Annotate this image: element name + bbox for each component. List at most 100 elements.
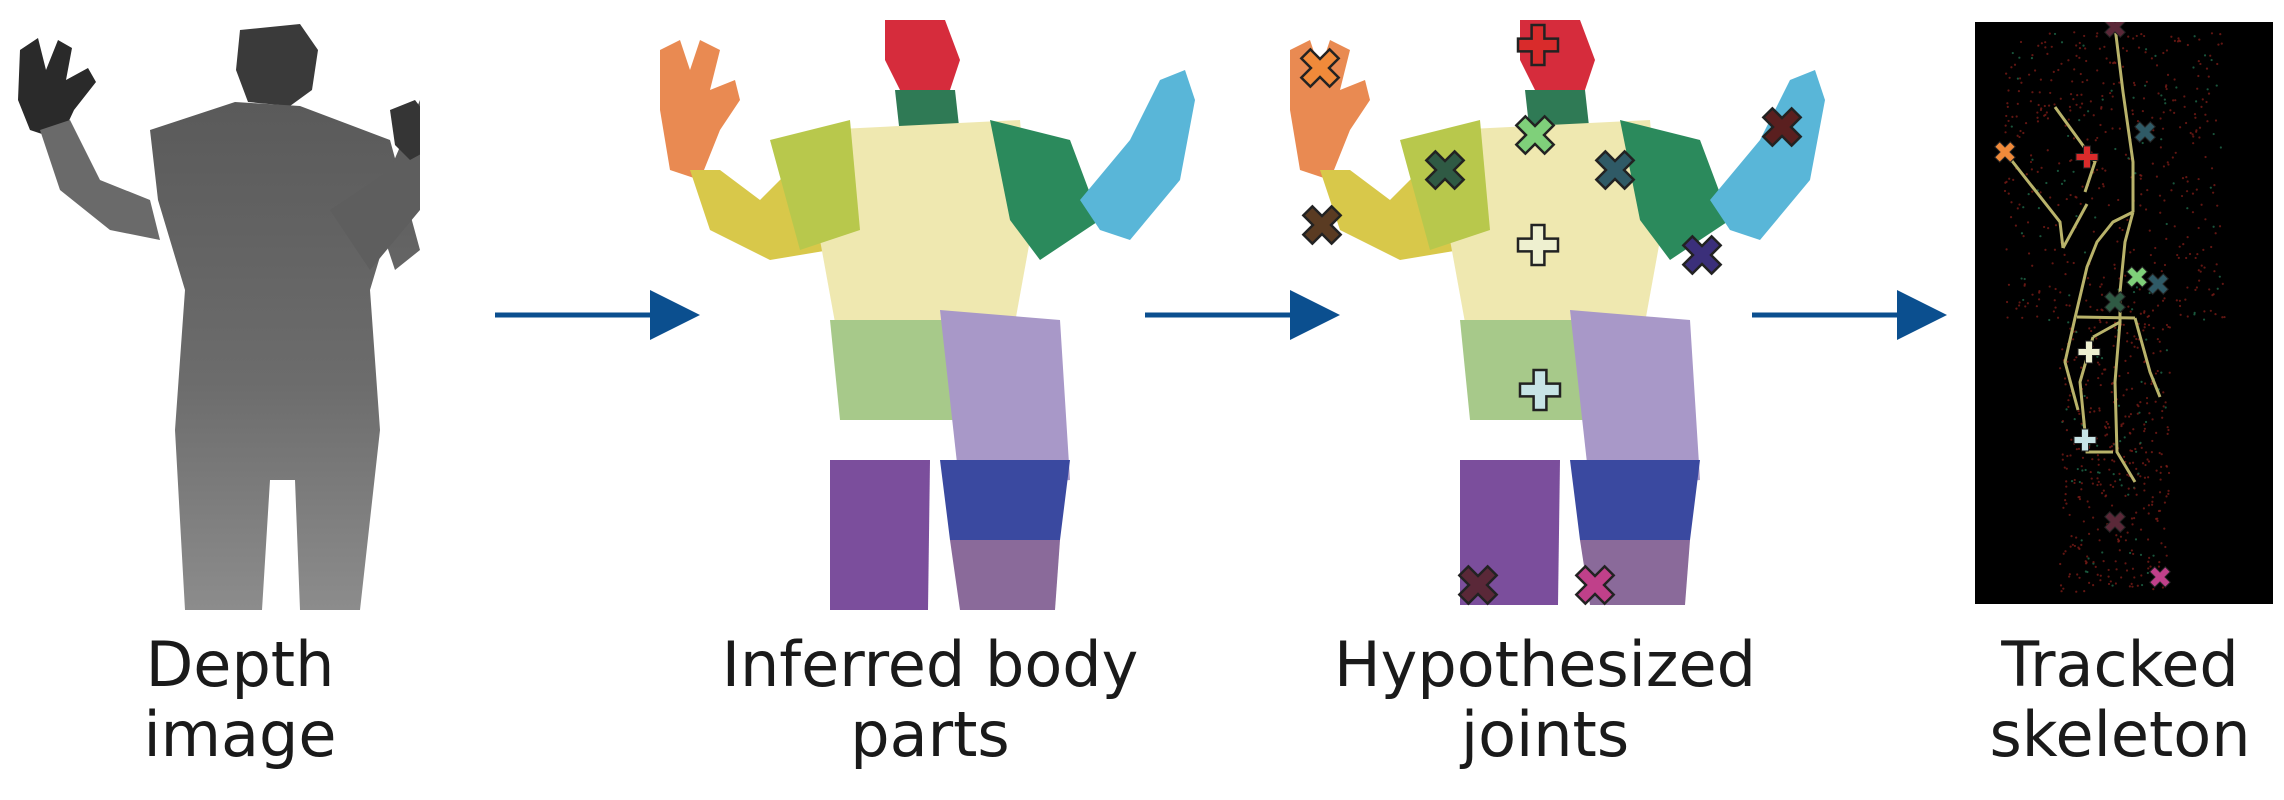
point-cloud-dot — [2072, 261, 2075, 265]
point-cloud-dot — [2165, 222, 2168, 226]
point-cloud-dot — [2137, 472, 2140, 475]
point-cloud-dot — [2158, 561, 2161, 564]
point-cloud-dot — [2037, 298, 2041, 301]
point-cloud-dot — [2186, 286, 2189, 289]
skeleton-shoulder-left-marker — [2104, 291, 2126, 313]
point-cloud-dot — [2112, 82, 2115, 85]
point-cloud-dot — [2036, 111, 2039, 114]
point-cloud-dot — [2078, 495, 2081, 499]
point-cloud-dot — [2111, 95, 2114, 98]
caption-hypothesized-joints: Hypothesized joints — [1320, 630, 1770, 770]
point-cloud-dot — [2131, 109, 2134, 112]
point-cloud-dot — [2016, 207, 2019, 210]
point-cloud-dot — [2129, 310, 2132, 313]
point-cloud-dot — [2106, 422, 2110, 426]
point-cloud-dot — [2175, 299, 2178, 302]
point-cloud-dot — [2179, 313, 2182, 316]
point-cloud-dot — [2135, 450, 2138, 453]
point-cloud-dot — [2155, 64, 2159, 67]
point-cloud-dot — [2096, 361, 2100, 364]
point-cloud-dot — [2097, 463, 2100, 466]
point-cloud-dot — [2147, 560, 2150, 563]
point-cloud-dot — [2059, 291, 2062, 294]
point-cloud-dot — [2065, 197, 2068, 201]
point-cloud-dot — [2087, 110, 2090, 113]
point-cloud-dot — [2139, 528, 2143, 531]
point-cloud-dot — [2085, 561, 2088, 564]
hand-left-joint-marker — [1299, 47, 1341, 89]
point-cloud-dot — [2182, 243, 2185, 246]
point-cloud-dot — [2165, 349, 2169, 352]
point-cloud-dot — [2062, 506, 2065, 509]
point-cloud-dot — [2052, 310, 2055, 313]
point-cloud-dot — [2043, 104, 2046, 108]
point-cloud-dot — [2044, 46, 2047, 49]
point-cloud-dot — [2111, 584, 2114, 587]
point-cloud-dot — [2081, 185, 2084, 188]
point-cloud-dot — [2114, 560, 2117, 563]
point-cloud-dot — [2167, 489, 2170, 492]
point-cloud-dot — [2010, 201, 2013, 204]
point-cloud-dot — [2068, 304, 2071, 307]
point-cloud-dot — [2067, 134, 2070, 138]
point-cloud-dot — [2206, 120, 2209, 123]
point-cloud-dot — [2136, 346, 2139, 349]
point-cloud-dot — [2101, 309, 2104, 312]
point-cloud-dot — [2109, 580, 2112, 583]
point-cloud-dot — [2176, 253, 2179, 257]
point-cloud-dot — [2046, 149, 2049, 152]
point-cloud-dot — [2205, 67, 2209, 70]
point-cloud-dot — [2111, 459, 2114, 462]
point-cloud-dot — [2015, 115, 2018, 118]
point-cloud-dot — [2184, 121, 2188, 125]
point-cloud-dot — [2155, 431, 2158, 434]
point-cloud-dot — [2152, 587, 2155, 591]
point-cloud-dot — [2050, 45, 2053, 48]
point-cloud-dot — [2138, 411, 2141, 414]
point-cloud-dot — [2185, 190, 2189, 193]
point-cloud-dot — [2156, 338, 2159, 341]
point-cloud-dot — [2020, 81, 2023, 84]
point-cloud-dot — [2104, 426, 2108, 430]
point-cloud-dot — [2132, 552, 2135, 556]
point-cloud-dot — [2071, 80, 2074, 83]
skeleton-shoulder-right-marker — [2147, 273, 2169, 295]
point-cloud-dot — [2104, 494, 2108, 497]
caption-line: joints — [1460, 698, 1630, 771]
point-cloud-dot — [2097, 376, 2100, 380]
point-cloud-dot — [2127, 487, 2130, 490]
point-cloud-dot — [2140, 446, 2143, 449]
point-cloud-dot — [2075, 103, 2078, 106]
point-cloud-dot — [2089, 470, 2092, 474]
point-cloud-dot — [2114, 335, 2117, 338]
point-cloud-dot — [2163, 297, 2166, 300]
point-cloud-dot — [2110, 445, 2113, 448]
point-cloud-dot — [2143, 489, 2146, 492]
point-cloud-dot — [2163, 98, 2166, 101]
point-cloud-dot — [2162, 391, 2165, 394]
caption-line: Inferred body — [721, 628, 1139, 701]
point-cloud-dot — [2132, 96, 2135, 99]
point-cloud-dot — [2086, 138, 2089, 141]
point-cloud-dot — [2016, 134, 2019, 137]
point-cloud-dot — [2216, 62, 2219, 66]
point-cloud-dot — [2028, 73, 2031, 76]
point-cloud-dot — [2067, 399, 2070, 402]
point-cloud-dot — [2136, 412, 2139, 415]
point-cloud-dot — [2078, 547, 2081, 550]
point-cloud-dot — [2102, 560, 2105, 563]
point-cloud-dot — [2158, 340, 2161, 343]
caption-line: skeleton — [1989, 698, 2251, 771]
point-cloud-dot — [2101, 94, 2104, 98]
point-cloud-dot — [2099, 579, 2102, 582]
point-cloud-dot — [2045, 111, 2048, 114]
point-cloud-dot — [2144, 382, 2147, 385]
point-cloud-dot — [2137, 405, 2140, 408]
point-cloud-dot — [2140, 574, 2143, 577]
point-cloud-dot — [2128, 585, 2131, 588]
point-cloud-dot — [2022, 206, 2025, 209]
point-cloud-dot — [2070, 480, 2074, 483]
caption-line: parts — [850, 698, 1010, 771]
point-cloud-dot — [2131, 585, 2134, 588]
point-cloud-dot — [2070, 535, 2073, 538]
